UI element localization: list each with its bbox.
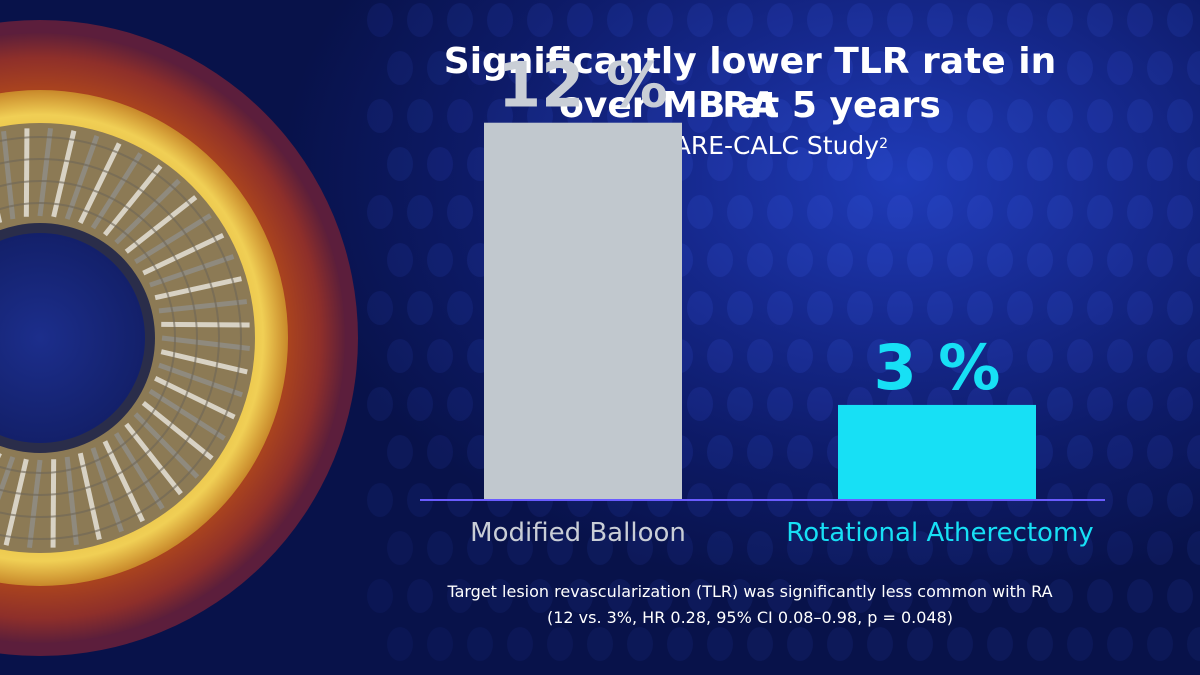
bar-modified-balloon [484, 123, 682, 499]
bar-rotational-atherectomy [838, 405, 1036, 499]
value-label-modified-balloon: 12 % [498, 49, 668, 122]
value-label-rotational-atherectomy: 3 % [874, 331, 1001, 404]
category-label-rotational-atherectomy: Rotational Atherectomy [786, 518, 1093, 548]
category-label-modified-balloon: Modified Balloon [470, 518, 686, 548]
footnote-line-2: (12 vs. 3%, HR 0.28, 95% CI 0.08–0.98, p… [400, 606, 1100, 630]
footnote-line-1: Target lesion revascularization (TLR) wa… [400, 580, 1100, 604]
